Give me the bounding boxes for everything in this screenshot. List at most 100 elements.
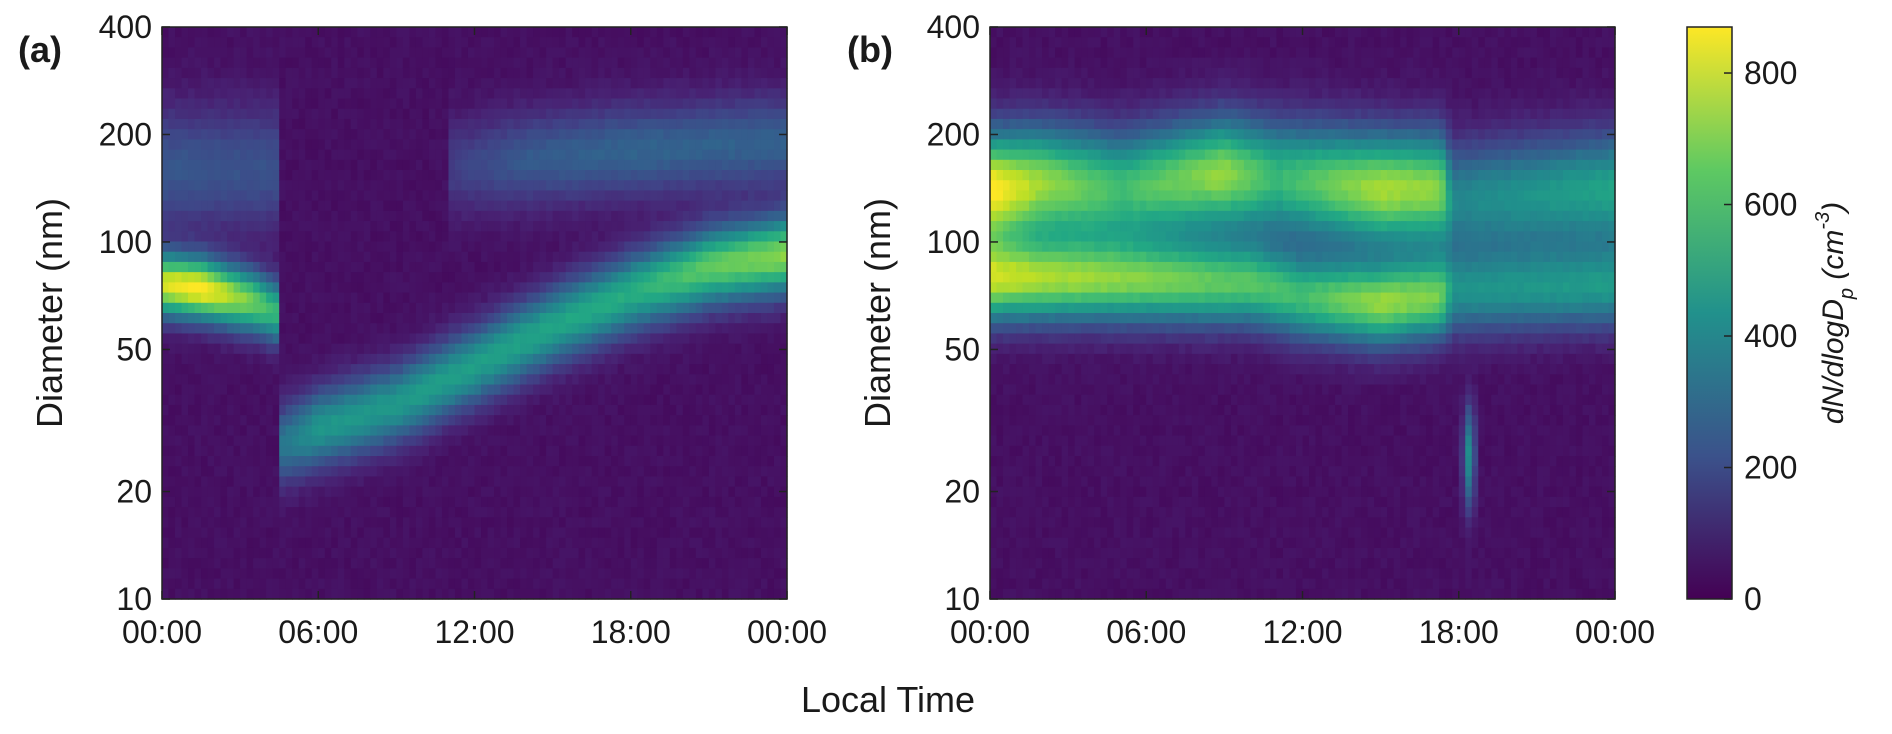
heatmap-cell: [357, 588, 365, 600]
heatmap-cell: [324, 425, 332, 437]
heatmap-cell: [565, 445, 573, 457]
heatmap-cell: [188, 47, 196, 59]
heatmap-cell: [461, 425, 469, 437]
heatmap-cell: [481, 27, 489, 38]
heatmap-cell: [637, 261, 645, 273]
heatmap-cell: [396, 180, 404, 192]
heatmap-cell: [363, 333, 371, 345]
heatmap-cell: [168, 333, 176, 345]
heatmap-cell: [181, 88, 189, 100]
heatmap-cell: [331, 200, 339, 212]
heatmap-cell: [376, 27, 384, 38]
heatmap-cell: [233, 200, 241, 212]
heatmap-cell: [500, 578, 508, 590]
heatmap-cell: [494, 108, 502, 120]
heatmap-cell: [604, 537, 612, 549]
heatmap-cell: [376, 292, 384, 304]
heatmap-cell: [448, 261, 456, 273]
heatmap-cell: [617, 313, 625, 324]
heatmap-cell: [448, 200, 456, 212]
heatmap-cell: [461, 323, 469, 335]
heatmap-cell: [689, 180, 697, 192]
heatmap-cell: [389, 394, 397, 406]
heatmap-cell: [207, 496, 215, 508]
heatmap-cell: [669, 292, 677, 304]
heatmap-cell: [526, 129, 534, 140]
heatmap-cell: [272, 88, 280, 100]
heatmap-cell: [617, 435, 625, 447]
heatmap-cell: [292, 272, 300, 283]
heatmap-cell: [428, 445, 437, 457]
heatmap-cell: [214, 108, 222, 120]
heatmap-cell: [689, 57, 697, 69]
heatmap-cell: [572, 364, 580, 375]
heatmap-cell: [585, 251, 593, 263]
heatmap-cell: [194, 292, 202, 304]
heatmap-cell: [259, 231, 267, 243]
heatmap-cell: [702, 190, 710, 202]
heatmap-cell: [292, 568, 300, 580]
heatmap-cell: [630, 251, 638, 263]
heatmap-cell: [168, 547, 176, 559]
heatmap-cell: [383, 129, 391, 140]
heatmap-cell: [604, 466, 612, 478]
heatmap-cell: [702, 180, 710, 192]
heatmap-cell: [702, 27, 710, 38]
heatmap-cell: [441, 353, 450, 365]
heatmap-cell: [721, 200, 730, 212]
heatmap-cell: [344, 425, 352, 437]
heatmap-cell: [578, 37, 586, 49]
heatmap-cell: [591, 261, 599, 273]
heatmap-cell: [721, 425, 730, 437]
heatmap-cell: [194, 547, 202, 559]
heatmap-cell: [350, 558, 358, 569]
heatmap-cell: [461, 57, 469, 69]
heatmap-cell: [689, 149, 697, 161]
heatmap-cell: [220, 415, 228, 426]
heatmap-cell: [598, 27, 606, 38]
heatmap-cell: [630, 261, 638, 273]
heatmap-cell: [298, 323, 306, 335]
heatmap-cell: [246, 353, 254, 365]
heatmap-cell: [520, 364, 528, 375]
heatmap-cell: [682, 37, 690, 49]
heatmap-cell: [598, 200, 606, 212]
heatmap-cell: [630, 98, 638, 110]
heatmap-cell: [324, 37, 332, 49]
heatmap-cell: [292, 231, 300, 243]
heatmap-cell: [376, 47, 384, 59]
heatmap-cell: [552, 190, 560, 202]
heatmap-cell: [721, 456, 730, 467]
heatmap-cell: [344, 323, 352, 335]
heatmap-cell: [637, 200, 645, 212]
heatmap-cell: [533, 568, 541, 580]
heatmap-cell: [259, 282, 267, 294]
heatmap-cell: [246, 88, 254, 100]
heatmap-cell: [663, 558, 671, 569]
heatmap-cell: [337, 486, 345, 498]
heatmap-cell: [715, 210, 723, 222]
heatmap-cell: [650, 537, 658, 549]
heatmap-cell: [728, 98, 736, 110]
heatmap-cell: [233, 78, 241, 89]
heatmap-cell: [370, 588, 378, 600]
heatmap-cell: [702, 88, 710, 100]
heatmap-cell: [435, 67, 443, 79]
heatmap-cell: [227, 578, 235, 590]
heatmap-cell: [448, 445, 456, 457]
heatmap-cell: [689, 466, 697, 478]
heatmap-cell: [272, 588, 280, 600]
heatmap-cell: [598, 394, 606, 406]
heatmap-cell: [565, 537, 573, 549]
heatmap-cell: [259, 221, 267, 232]
heatmap-cell: [350, 210, 358, 222]
heatmap-cell: [233, 129, 241, 140]
heatmap-cell: [663, 221, 671, 232]
heatmap-cell: [624, 190, 632, 202]
heatmap-cell: [272, 129, 280, 140]
heatmap-cell: [207, 78, 215, 89]
heatmap-cell: [624, 302, 632, 314]
heatmap-cell: [526, 241, 534, 253]
heatmap-cell: [546, 129, 554, 140]
heatmap-cell: [194, 384, 202, 396]
